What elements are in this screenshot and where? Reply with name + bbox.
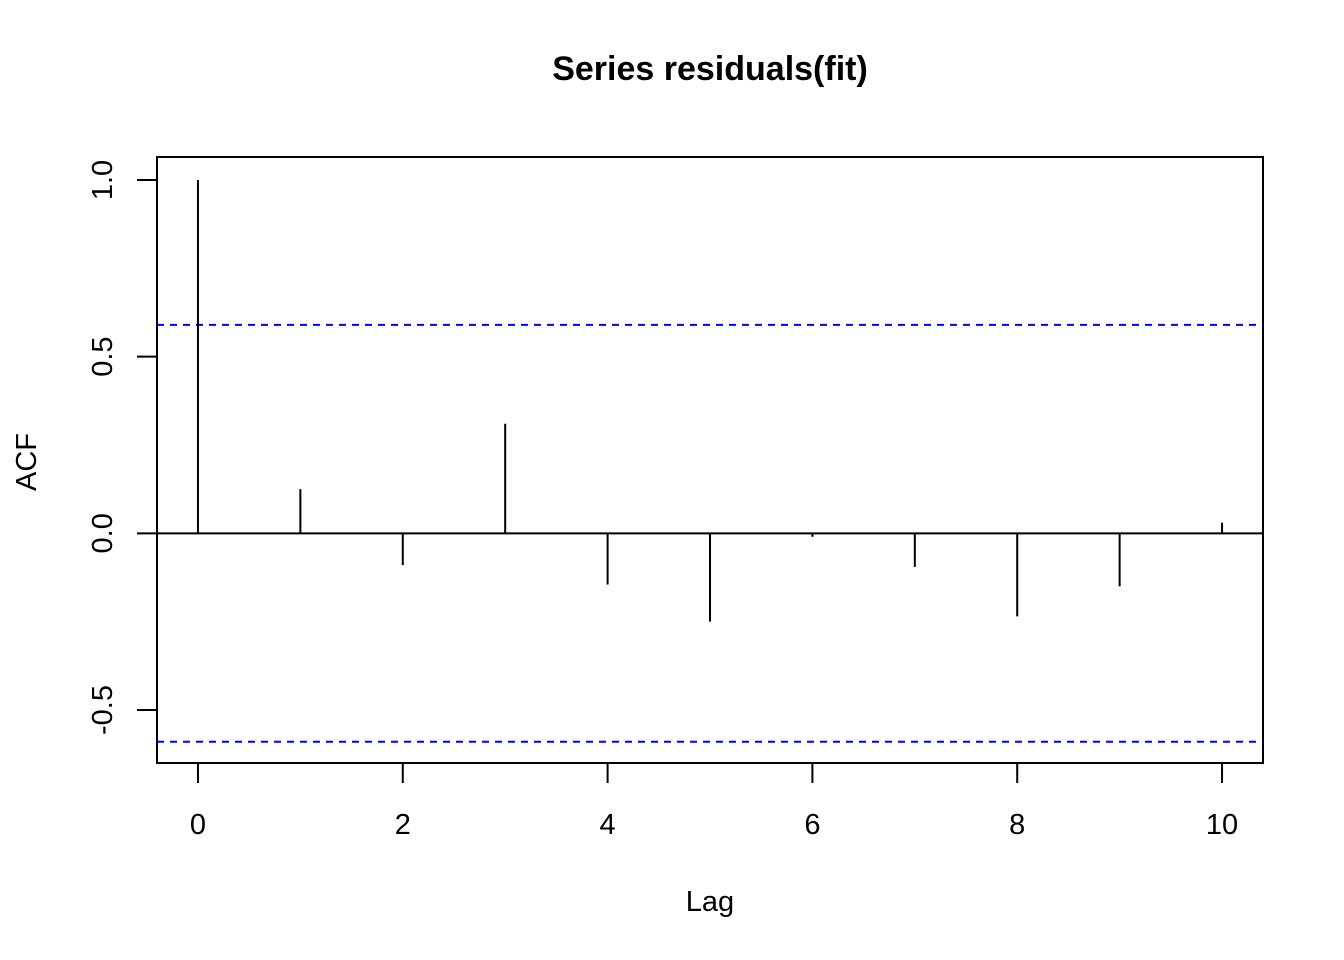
y-tick-label: 1.0 xyxy=(87,160,119,200)
x-tick-label: 2 xyxy=(395,809,411,841)
plot-frame xyxy=(156,156,1264,764)
x-tick-label: 4 xyxy=(600,809,616,841)
x-tick-label: 6 xyxy=(804,809,820,841)
chart-title: Series residuals(fit) xyxy=(552,50,868,88)
y-tick-label: -0.5 xyxy=(87,685,119,735)
y-tick-label: 0.5 xyxy=(87,336,119,376)
x-tick-label: 0 xyxy=(190,809,206,841)
y-axis-label: ACF xyxy=(11,433,43,491)
y-tick-label: 0.0 xyxy=(87,513,119,553)
x-axis-label: Lag xyxy=(686,886,734,918)
x-tick-label: 10 xyxy=(1206,809,1238,841)
x-tick-label: 8 xyxy=(1009,809,1025,841)
